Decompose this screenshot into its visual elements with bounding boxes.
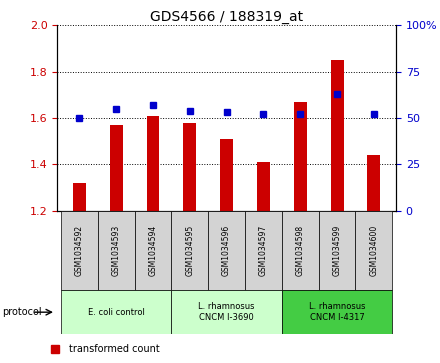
Bar [367, 155, 380, 211]
Bar [208, 211, 245, 290]
Bar [282, 290, 392, 334]
Text: GSM1034596: GSM1034596 [222, 225, 231, 276]
Bar [147, 116, 159, 211]
Text: GSM1034595: GSM1034595 [185, 225, 194, 276]
Bar [73, 183, 86, 211]
Bar [183, 123, 196, 211]
Bar [171, 211, 208, 290]
Bar [294, 102, 307, 211]
Text: protocol: protocol [2, 307, 42, 317]
Text: GSM1034592: GSM1034592 [75, 225, 84, 276]
Bar [135, 211, 171, 290]
Text: GSM1034597: GSM1034597 [259, 225, 268, 276]
Text: GSM1034599: GSM1034599 [333, 225, 341, 276]
Bar [330, 60, 344, 211]
Title: GDS4566 / 188319_at: GDS4566 / 188319_at [150, 11, 303, 24]
Bar [171, 290, 282, 334]
Bar [98, 211, 135, 290]
Text: GSM1034598: GSM1034598 [296, 225, 305, 276]
Text: GSM1034600: GSM1034600 [370, 225, 378, 276]
Text: L. rhamnosus
CNCM I-3690: L. rhamnosus CNCM I-3690 [198, 302, 255, 322]
Text: L. rhamnosus
CNCM I-4317: L. rhamnosus CNCM I-4317 [309, 302, 365, 322]
Text: E. coli control: E. coli control [88, 308, 145, 317]
Bar [220, 139, 233, 211]
Bar [61, 290, 171, 334]
Bar [110, 125, 123, 211]
Bar [245, 211, 282, 290]
Text: GSM1034594: GSM1034594 [148, 225, 158, 276]
Bar [319, 211, 356, 290]
Bar [61, 211, 98, 290]
Text: GSM1034593: GSM1034593 [112, 225, 121, 276]
Bar [257, 162, 270, 211]
Bar [282, 211, 319, 290]
Text: transformed count: transformed count [69, 344, 160, 354]
Bar [356, 211, 392, 290]
